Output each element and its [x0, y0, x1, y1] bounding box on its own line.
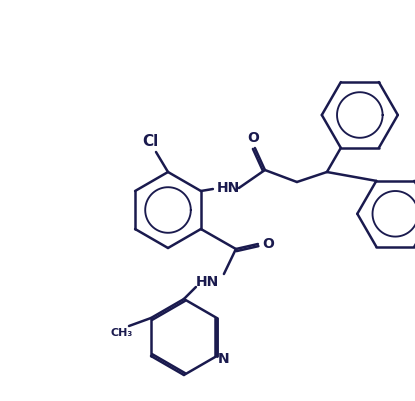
Text: HN: HN [195, 275, 219, 289]
Text: Cl: Cl [142, 134, 158, 150]
Text: O: O [262, 237, 274, 251]
Text: CH₃: CH₃ [111, 328, 133, 338]
Text: O: O [247, 131, 259, 145]
Text: N: N [218, 352, 229, 366]
Text: HN: HN [216, 181, 239, 195]
